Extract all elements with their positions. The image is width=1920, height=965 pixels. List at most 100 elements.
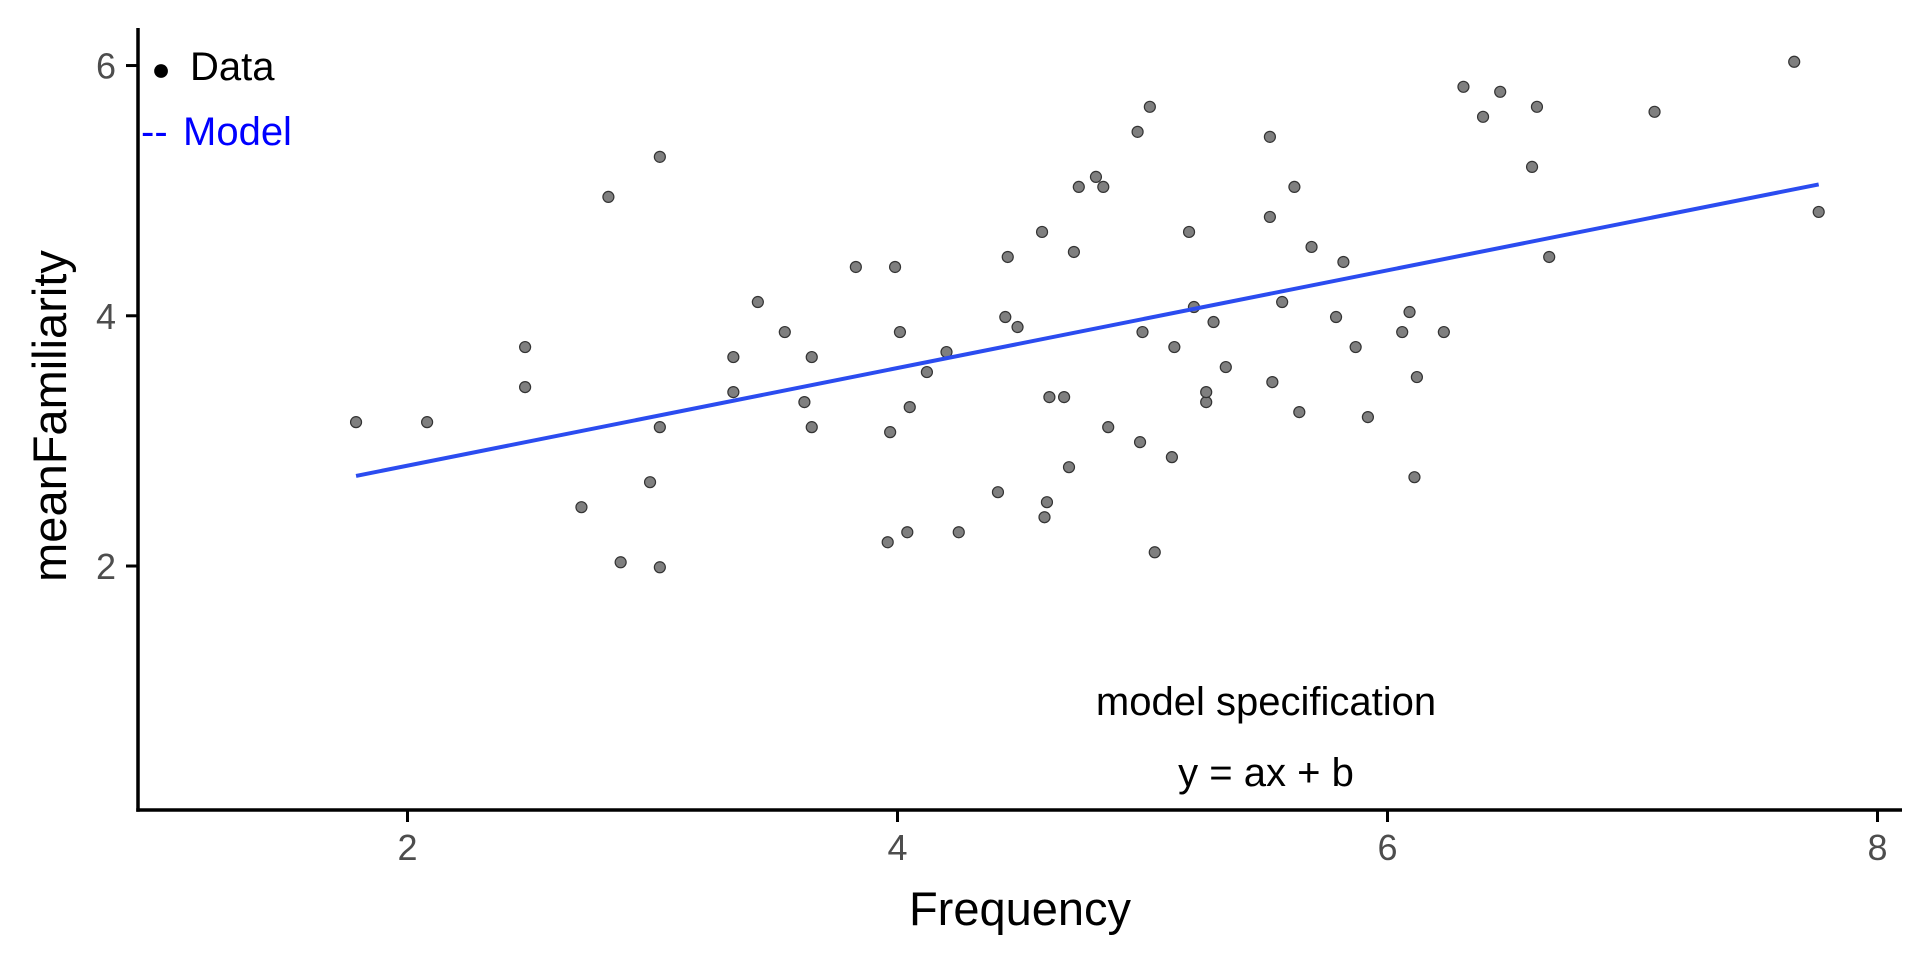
data-point <box>893 325 907 339</box>
legend: ● Data -- Model <box>141 45 292 154</box>
data-point <box>1457 80 1470 93</box>
data-point <box>1263 130 1277 143</box>
model-line-layer <box>355 182 1820 478</box>
data-point <box>901 526 914 539</box>
data-point <box>1133 436 1147 449</box>
data-point <box>1329 310 1343 324</box>
data-point <box>1011 320 1024 334</box>
data-point <box>1143 100 1156 113</box>
x-tick-label: 4 <box>887 827 907 868</box>
data-point <box>1403 305 1416 319</box>
data-point <box>1168 340 1181 354</box>
data-point <box>1305 240 1318 254</box>
data-point <box>1207 315 1220 329</box>
data-point <box>727 385 740 399</box>
data-point <box>999 310 1012 324</box>
data-point <box>1131 125 1144 138</box>
data-point <box>1543 250 1556 264</box>
data-point <box>1476 110 1490 123</box>
data-point <box>518 340 532 354</box>
y-tick-label: 6 <box>96 46 116 87</box>
data-point <box>1057 391 1071 404</box>
data-point <box>1097 180 1110 194</box>
data-point <box>1148 546 1161 559</box>
data-point <box>1136 325 1149 339</box>
data-point <box>881 536 894 549</box>
data-point <box>903 401 916 414</box>
data-point <box>1437 325 1450 339</box>
data-point <box>1293 406 1306 419</box>
annotation-model-equation: y = ax + b <box>1178 751 1354 795</box>
data-point <box>653 421 666 434</box>
data-point <box>805 421 818 434</box>
data-point <box>849 260 862 274</box>
model-line <box>355 182 1820 478</box>
data-point <box>1072 180 1085 194</box>
data-point <box>1200 385 1213 399</box>
y-axis-label: meanFamiliarity <box>23 250 76 582</box>
data-point <box>1812 205 1825 219</box>
x-tick-label: 8 <box>1867 827 1887 868</box>
data-point <box>1219 360 1232 374</box>
data-point <box>884 426 897 439</box>
data-point <box>575 501 588 514</box>
data-point <box>805 350 818 364</box>
data-point <box>1102 421 1115 434</box>
data-point <box>1035 225 1049 239</box>
data-point <box>1525 160 1539 173</box>
data-points <box>349 55 1825 574</box>
data-point <box>888 260 902 274</box>
data-point <box>1038 511 1051 524</box>
data-point <box>1182 225 1196 239</box>
data-point <box>1396 325 1409 339</box>
x-axis-ticks: 2 4 6 8 <box>397 810 1888 868</box>
data-point <box>1089 170 1103 183</box>
data-point <box>952 526 965 539</box>
legend-model-label: Model <box>183 110 292 154</box>
x-tick-label: 2 <box>397 827 417 868</box>
data-point <box>920 365 934 379</box>
y-tick-label: 2 <box>96 546 116 587</box>
data-point <box>1001 250 1014 264</box>
data-point <box>1266 375 1279 389</box>
data-point <box>751 295 764 309</box>
data-point <box>1648 105 1661 118</box>
x-tick-label: 6 <box>1377 827 1397 868</box>
y-tick-label: 4 <box>96 296 116 337</box>
data-point <box>1067 245 1081 259</box>
data-point <box>614 556 627 569</box>
y-axis-ticks: 2 4 6 <box>96 46 138 587</box>
annotation-model-specification: model specification <box>1096 680 1436 724</box>
data-point <box>1276 295 1289 309</box>
data-point <box>1165 451 1179 464</box>
data-point <box>349 416 363 429</box>
data-point <box>1408 471 1421 484</box>
data-point <box>602 190 615 204</box>
data-point <box>991 486 1005 499</box>
data-point <box>1040 496 1054 509</box>
data-point <box>518 380 532 394</box>
data-point <box>1410 370 1424 384</box>
data-point <box>798 396 811 409</box>
data-point <box>1043 391 1056 404</box>
data-point <box>727 350 740 364</box>
data-point <box>421 416 434 429</box>
data-point <box>1200 396 1213 409</box>
x-axis-label: Frequency <box>909 882 1132 935</box>
data-point <box>1494 85 1507 98</box>
data-point <box>778 325 791 339</box>
data-point <box>1263 210 1277 224</box>
data-point <box>653 561 666 574</box>
data-point <box>1062 461 1076 474</box>
data-point <box>1788 55 1801 68</box>
legend-model-symbol: -- <box>141 110 168 154</box>
data-point <box>1361 411 1375 424</box>
data-point <box>1337 255 1350 269</box>
data-point <box>1349 340 1362 354</box>
data-point <box>1530 100 1544 113</box>
data-point <box>653 150 666 163</box>
legend-data-label: Data <box>190 45 275 89</box>
data-point <box>1288 180 1301 194</box>
